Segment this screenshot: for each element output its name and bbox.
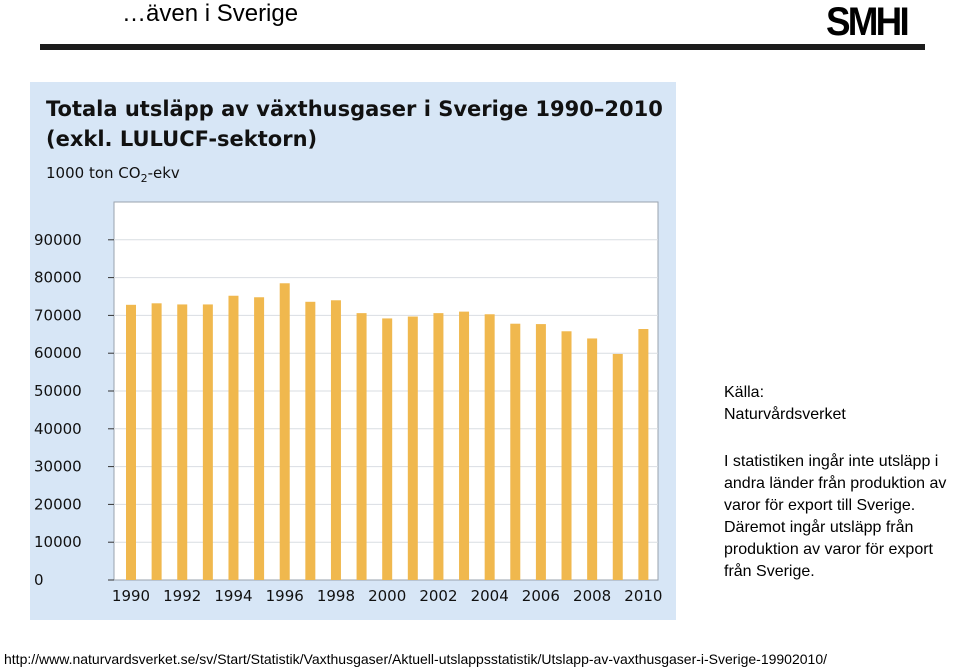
y-tick-label: 10000 [34,533,82,551]
bar [433,313,444,580]
y-tick-label: 0 [34,571,44,589]
y-tick-label: 50000 [34,382,82,400]
x-tick-label: 2006 [522,587,560,605]
bar-chart: 0 10000 20000 30000 40000 50000 60000 70000 8000… [34,201,662,605]
source-url: http://www.naturvardsverket.se/sv/Start/… [4,651,827,667]
x-tick-label: 2010 [624,587,662,605]
slide-title: …även i Sverige [122,0,299,27]
y-tick-label: 60000 [34,344,82,362]
y-tick-label: 30000 [34,458,82,476]
bar [356,313,367,580]
y-tick-label: 40000 [34,420,82,438]
bar [484,314,495,580]
bar [151,303,162,580]
x-tick-label: 2004 [471,587,509,605]
bar [202,304,213,580]
x-tick-label: 1992 [163,587,201,605]
bar [459,311,470,580]
bar [407,316,418,580]
x-tick-label: 2008 [573,587,611,605]
bar [382,318,393,580]
bar [126,304,136,580]
smhi-logo: SMHI [826,0,910,44]
statistics-note: I statistiken ingår inte utsläpp i andra… [724,453,947,580]
bar [305,301,316,580]
bar [228,295,239,580]
chart-panel: Totala utsläpp av växthusgaser i Sverige… [30,82,676,620]
bar [279,283,290,580]
x-tick-label: 1998 [317,587,355,605]
bar [561,331,572,580]
bar [535,324,546,580]
bar [587,338,598,580]
y-tick-label: 90000 [34,231,82,249]
y-tick-label: 20000 [34,495,82,513]
x-tick-label: 1996 [266,587,304,605]
x-tick-label: 1994 [214,587,252,605]
header-divider [40,44,925,50]
bar [510,323,521,580]
x-tick-label: 2000 [368,587,406,605]
bar [254,297,265,580]
bar [177,304,188,580]
bar [612,353,623,580]
bar [330,300,341,580]
chart-unit-label: 1000 ton CO2-ekv [46,164,180,185]
y-tick-label: 70000 [34,306,82,324]
x-tick-label: 2002 [419,587,457,605]
bar [638,329,649,580]
chart-title: Totala utsläpp av växthusgaser i Sverige… [46,97,663,151]
x-tick-label: 1990 [112,587,150,605]
y-tick-label: 80000 [34,269,82,287]
source-label: Källa: Naturvårdsverket [724,384,846,423]
